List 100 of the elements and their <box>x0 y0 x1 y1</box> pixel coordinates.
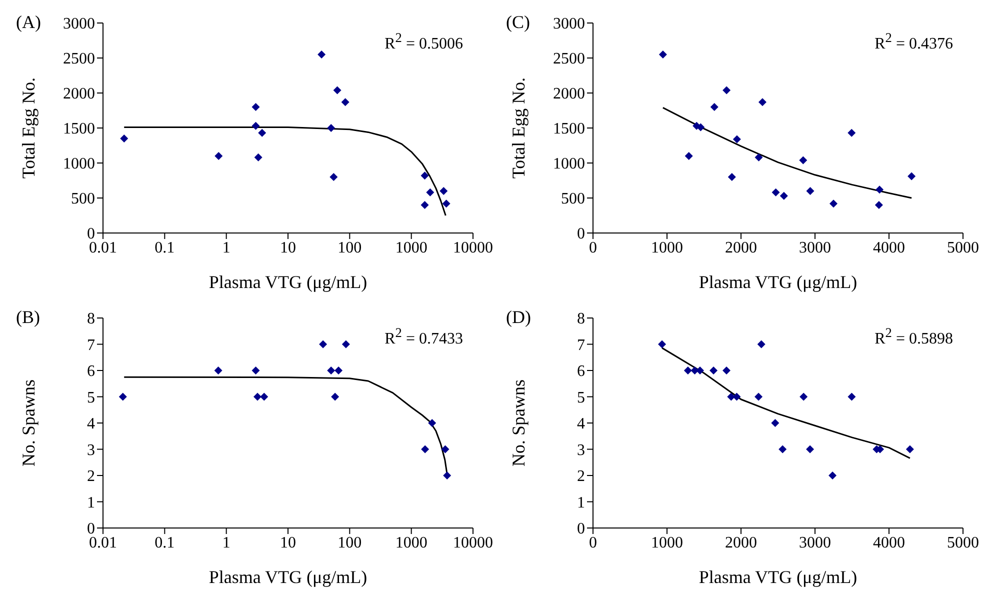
x-tick-label: 1000 <box>651 534 683 552</box>
y-tick-label: 2000 <box>553 86 585 103</box>
y-tick-label: 7 <box>577 336 585 354</box>
y-tick-label: 2 <box>577 468 585 486</box>
annotation: R$^{2}$ = 0.4376 <box>874 30 953 54</box>
x-tick-label: 1 <box>222 534 230 552</box>
x-tick-label: 100 <box>338 534 362 552</box>
x-tick-label: 0.1 <box>154 534 175 552</box>
point <box>754 392 763 401</box>
point <box>848 392 856 401</box>
y-tick-label: 500 <box>561 190 585 208</box>
y-tick-label: 500 <box>71 190 95 208</box>
x-axis-title: Plasma VTG (μg/mL) <box>208 272 368 292</box>
x-tick-label: 1000 <box>395 239 428 256</box>
x-tick-label: 1 <box>222 239 230 256</box>
point <box>710 366 718 374</box>
y-tick-label: 3 <box>87 442 95 459</box>
x-axis-title: Plasma VTG (μg/mL) <box>698 567 858 587</box>
x-tick-label: 0.1 <box>154 239 175 256</box>
point <box>710 103 718 111</box>
point <box>722 366 730 374</box>
point <box>754 153 763 162</box>
point <box>772 188 780 196</box>
chart-title: (C) <box>506 12 530 33</box>
y-tick-label: 8 <box>87 310 95 328</box>
point <box>778 445 787 454</box>
y-tick-label: 3000 <box>63 16 95 33</box>
point <box>757 340 766 348</box>
point <box>806 445 814 454</box>
point <box>830 200 838 208</box>
point <box>758 98 766 106</box>
annotation: R$^{2}$ = 0.7433 <box>384 325 463 348</box>
chart-title: (B) <box>16 307 40 328</box>
line-series <box>662 106 912 199</box>
y-tick-label: 6 <box>577 363 585 380</box>
point <box>780 192 788 200</box>
point <box>876 186 884 194</box>
y-tick-label: 1 <box>87 494 95 512</box>
annotation: R$^{2}$ = 0.5898 <box>874 325 953 348</box>
point <box>806 187 814 195</box>
point <box>722 86 731 94</box>
y-axis-title: Total Egg No. <box>508 77 528 179</box>
point <box>828 472 837 480</box>
x-tick-label: 4000 <box>873 239 905 256</box>
y-tick-label: 2500 <box>63 50 95 68</box>
y-tick-label: 1 <box>577 494 585 512</box>
annotation: R$^{2}$ = 0.5006 <box>384 30 463 54</box>
point <box>728 173 736 181</box>
y-axis-title: Total Egg No. <box>18 77 38 179</box>
chart-title: (A) <box>16 12 41 33</box>
x-tick-label: 3000 <box>799 534 831 552</box>
y-tick-label: 5 <box>577 389 585 406</box>
x-tick-label: 2000 <box>725 239 757 256</box>
point <box>908 172 916 180</box>
point <box>874 201 883 209</box>
point <box>800 392 808 401</box>
x-tick-label: 1000 <box>395 534 428 552</box>
y-tick-label: 0 <box>577 226 585 243</box>
y-tick-label: 8 <box>577 310 585 328</box>
y-tick-label: 1500 <box>63 120 95 138</box>
y-tick-label: 7 <box>87 336 95 354</box>
y-tick-label: 1000 <box>63 156 95 173</box>
point <box>684 152 693 160</box>
y-tick-label: 3000 <box>553 16 585 33</box>
x-tick-label: 3000 <box>799 239 831 256</box>
x-tick-label: 5000 <box>947 239 979 256</box>
x-tick-label: 0 <box>589 534 597 552</box>
y-tick-label: 4 <box>87 416 95 433</box>
x-axis-title: Plasma VTG (μg/mL) <box>698 272 858 292</box>
x-tick-label: 4000 <box>873 534 905 552</box>
point <box>684 366 692 374</box>
point <box>771 419 780 427</box>
point <box>696 366 704 374</box>
point <box>658 50 667 58</box>
y-tick-label: 0 <box>577 520 585 538</box>
point <box>906 445 914 454</box>
x-tick-label: 5000 <box>947 534 979 552</box>
x-tick-label: 0 <box>589 239 597 256</box>
x-axis-title: Plasma VTG (μg/mL) <box>208 567 368 587</box>
x-tick-label: 10 <box>280 534 296 552</box>
y-tick-label: 6 <box>87 363 95 380</box>
y-tick-label: 2500 <box>553 50 585 68</box>
point <box>799 156 808 164</box>
point <box>658 340 666 348</box>
y-tick-label: 3 <box>577 442 585 459</box>
x-tick-label: 10000 <box>453 239 493 256</box>
x-tick-label: 10 <box>280 239 296 256</box>
y-tick-label: 2000 <box>63 86 95 103</box>
y-axis-title: No. Spawns <box>508 379 528 467</box>
x-tick-label: 10000 <box>453 534 493 552</box>
x-tick-label: 2000 <box>725 534 757 552</box>
y-tick-label: 5 <box>87 389 95 406</box>
y-axis-title: No. Spawns <box>18 379 38 467</box>
x-tick-label: 100 <box>338 239 362 256</box>
point <box>848 128 856 137</box>
y-tick-label: 4 <box>577 416 585 433</box>
chart-title: (D) <box>506 307 531 328</box>
point <box>732 135 741 144</box>
x-tick-label: 1000 <box>651 239 683 256</box>
y-tick-label: 2 <box>87 468 95 486</box>
